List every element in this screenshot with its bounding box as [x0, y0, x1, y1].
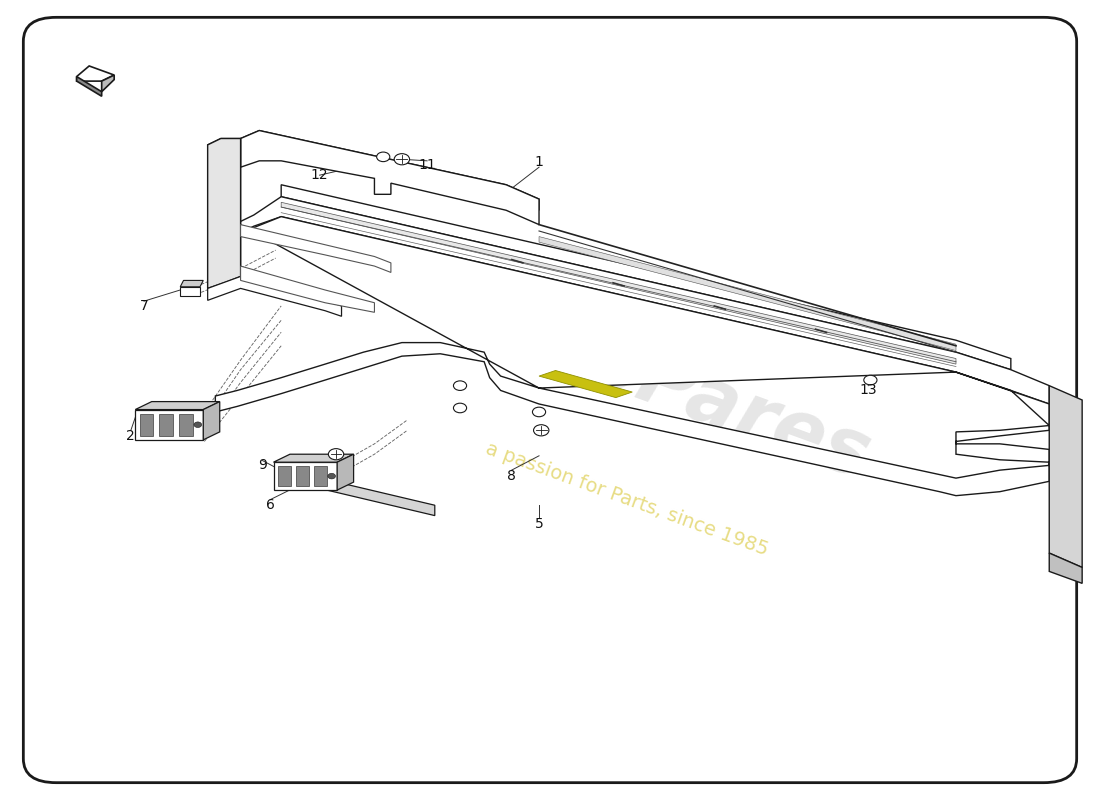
Polygon shape	[274, 454, 353, 462]
Polygon shape	[238, 197, 1049, 404]
Circle shape	[453, 403, 466, 413]
Text: 8: 8	[507, 469, 516, 482]
Polygon shape	[208, 138, 241, 288]
Circle shape	[376, 152, 389, 162]
Circle shape	[328, 474, 336, 479]
FancyBboxPatch shape	[23, 18, 1077, 782]
Polygon shape	[282, 185, 1011, 370]
Polygon shape	[180, 286, 200, 296]
Circle shape	[534, 425, 549, 436]
Polygon shape	[1049, 386, 1082, 567]
Polygon shape	[1049, 553, 1082, 583]
Polygon shape	[160, 414, 173, 436]
Text: 9: 9	[258, 458, 267, 472]
Polygon shape	[208, 138, 241, 288]
Polygon shape	[241, 225, 390, 273]
Polygon shape	[337, 454, 353, 490]
Polygon shape	[135, 402, 220, 410]
Polygon shape	[208, 277, 341, 316]
Polygon shape	[296, 466, 309, 486]
Text: 1: 1	[535, 155, 543, 170]
Polygon shape	[539, 370, 632, 398]
Polygon shape	[315, 466, 328, 486]
Polygon shape	[278, 466, 290, 486]
Text: 13: 13	[859, 383, 877, 398]
Circle shape	[394, 154, 409, 165]
Circle shape	[864, 375, 877, 385]
Text: a passion for Parts, since 1985: a passion for Parts, since 1985	[483, 439, 771, 560]
Text: 2: 2	[126, 429, 135, 443]
Circle shape	[194, 422, 201, 427]
Text: 12: 12	[311, 168, 329, 182]
Polygon shape	[216, 217, 1049, 496]
Polygon shape	[77, 66, 114, 81]
Text: 6: 6	[266, 498, 275, 512]
Polygon shape	[180, 281, 204, 286]
Text: 5: 5	[535, 517, 543, 530]
Polygon shape	[241, 266, 374, 312]
Text: 11: 11	[418, 158, 436, 172]
Polygon shape	[77, 77, 101, 96]
Polygon shape	[282, 202, 956, 364]
Polygon shape	[300, 474, 434, 515]
Polygon shape	[241, 130, 539, 225]
Polygon shape	[140, 414, 154, 436]
Polygon shape	[204, 402, 220, 440]
Polygon shape	[241, 130, 539, 210]
Polygon shape	[135, 410, 204, 440]
Circle shape	[453, 381, 466, 390]
Polygon shape	[274, 462, 337, 490]
Text: euroPares: euroPares	[439, 273, 880, 495]
Circle shape	[329, 449, 343, 460]
Polygon shape	[539, 237, 956, 350]
Text: 7: 7	[140, 299, 148, 313]
Circle shape	[532, 407, 546, 417]
Polygon shape	[179, 414, 192, 436]
Polygon shape	[101, 75, 114, 92]
